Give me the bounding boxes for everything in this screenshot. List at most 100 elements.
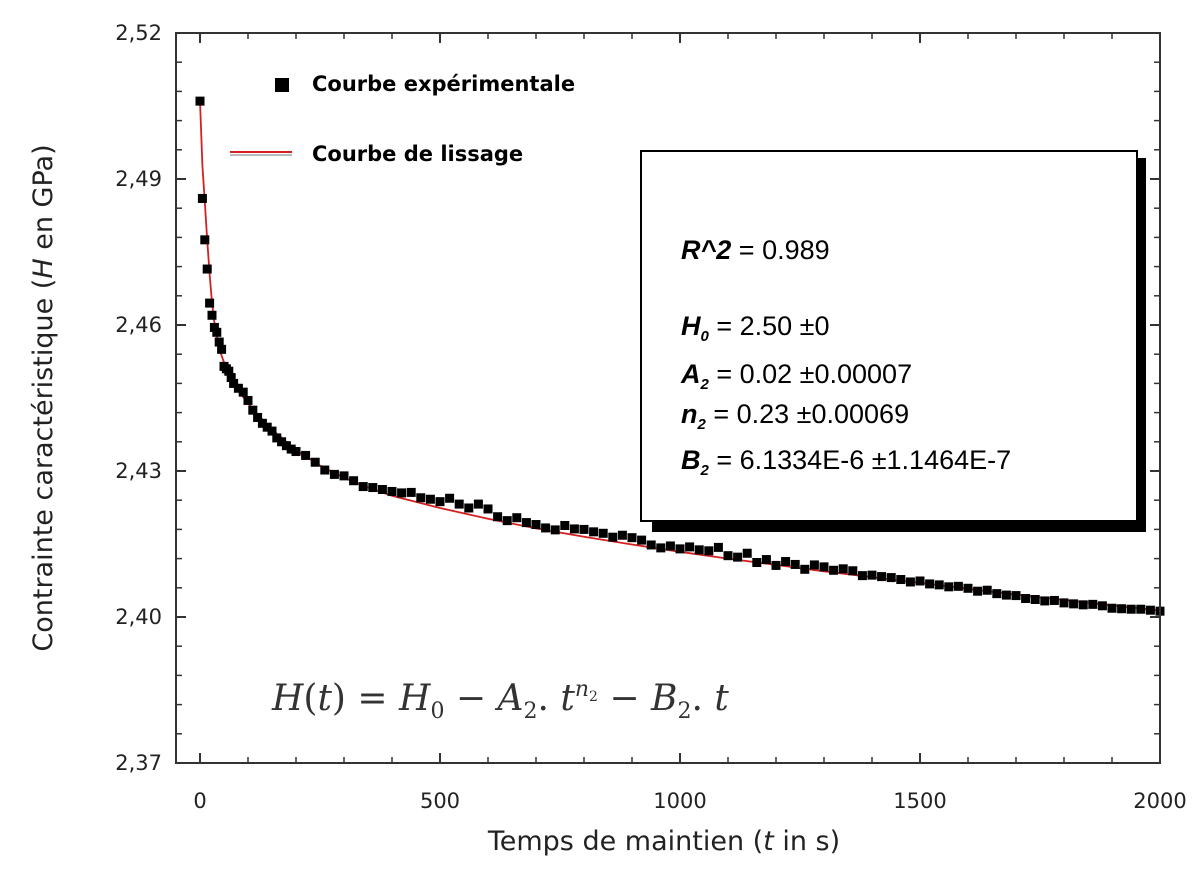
data-points-group [195,96,1165,616]
data-point [771,560,781,570]
x-tick-labels: 0 500 1000 1500 2000 [193,789,1186,813]
data-point [953,581,963,591]
data-point [233,383,243,393]
param-a2-text: A2 = 0.02 ±0.00007 [680,359,912,393]
x-axis-label: Temps de maintien (t in s) [487,826,840,857]
data-point [589,527,599,537]
legend-label-fit: Courbe de lissage [312,142,523,166]
data-point [1040,596,1050,606]
data-point [598,528,608,538]
x-tick-label: 1500 [893,789,946,813]
data-point [781,557,791,567]
data-point [238,387,248,397]
data-point [521,518,531,528]
data-point [934,580,944,590]
data-point [272,433,282,443]
data-point [454,499,464,509]
data-point [493,512,503,522]
data-point [723,551,733,561]
data-point [1069,599,1079,609]
legend-label-experimental: Courbe expérimentale [312,72,575,96]
data-point [253,412,263,422]
data-point [205,298,215,308]
data-point [713,542,723,552]
y-tick-label: 2,52 [115,21,162,45]
data-point [214,337,224,347]
data-point [819,562,829,572]
data-point [973,586,983,596]
data-point [569,524,579,534]
data-point [646,540,656,550]
data-point [838,564,848,574]
data-point [809,560,819,570]
data-point [277,437,287,447]
data-point [800,564,810,574]
data-point [579,524,589,534]
data-point [425,494,435,504]
data-point [685,542,695,552]
data-point [1107,603,1117,613]
data-point [512,513,522,523]
y-tick-label: 2,37 [115,751,162,775]
data-point [905,577,915,587]
data-point [848,566,858,576]
data-point [1088,599,1098,609]
data-point [617,530,627,540]
data-point [195,96,205,106]
data-point [483,504,493,514]
fit-results-box: R^2 = 0.989 H0 = 2.50 ±0 A2 = 0.02 ±0.00… [640,150,1146,532]
data-point [310,457,320,467]
data-point [281,441,291,451]
data-point [209,322,219,332]
x-tick-label: 500 [420,789,460,813]
y-tick-label: 2,40 [115,605,162,629]
data-point [867,570,877,580]
data-point [212,327,222,337]
data-point [1049,595,1059,605]
data-point [358,482,368,492]
r-squared-text: R^2 = 0.989 [681,235,830,265]
data-point [368,483,378,493]
data-point [1030,594,1040,604]
y-tick-label: 2,49 [115,167,162,191]
data-point [387,486,397,496]
data-point [301,450,311,460]
data-point [243,395,253,405]
data-point [886,573,896,583]
data-point [1059,598,1069,608]
data-point [857,571,867,581]
data-point [733,552,743,562]
param-b2-text: B2 = 6.1334E-6 ±1.1464E-7 [681,445,1011,479]
data-point [877,572,887,582]
data-point [531,520,541,530]
data-point [963,583,973,593]
data-point [761,555,771,565]
data-point [397,488,407,498]
data-point [229,378,239,388]
y-tick-label: 2,46 [115,313,162,337]
data-point [829,565,839,575]
data-point [262,422,272,432]
param-n2-text: n2 = 0.23 ±0.00069 [681,399,909,433]
data-point [473,499,483,509]
data-point [704,546,714,556]
data-point [202,264,212,274]
data-point [992,589,1002,599]
data-point [197,193,207,203]
data-point [1097,601,1107,611]
data-point [207,310,217,320]
data-point [1001,590,1011,600]
data-point [200,235,210,245]
x-tick-label: 2000 [1133,789,1186,813]
data-point [267,426,277,436]
legend-marker-square [275,78,289,92]
data-point [224,366,234,376]
data-point [1136,604,1146,614]
data-point [944,582,954,592]
data-point [790,559,800,569]
data-point [656,543,666,553]
data-point [339,471,349,481]
y-tick-label: 2,43 [115,459,162,483]
data-point [1117,604,1127,614]
